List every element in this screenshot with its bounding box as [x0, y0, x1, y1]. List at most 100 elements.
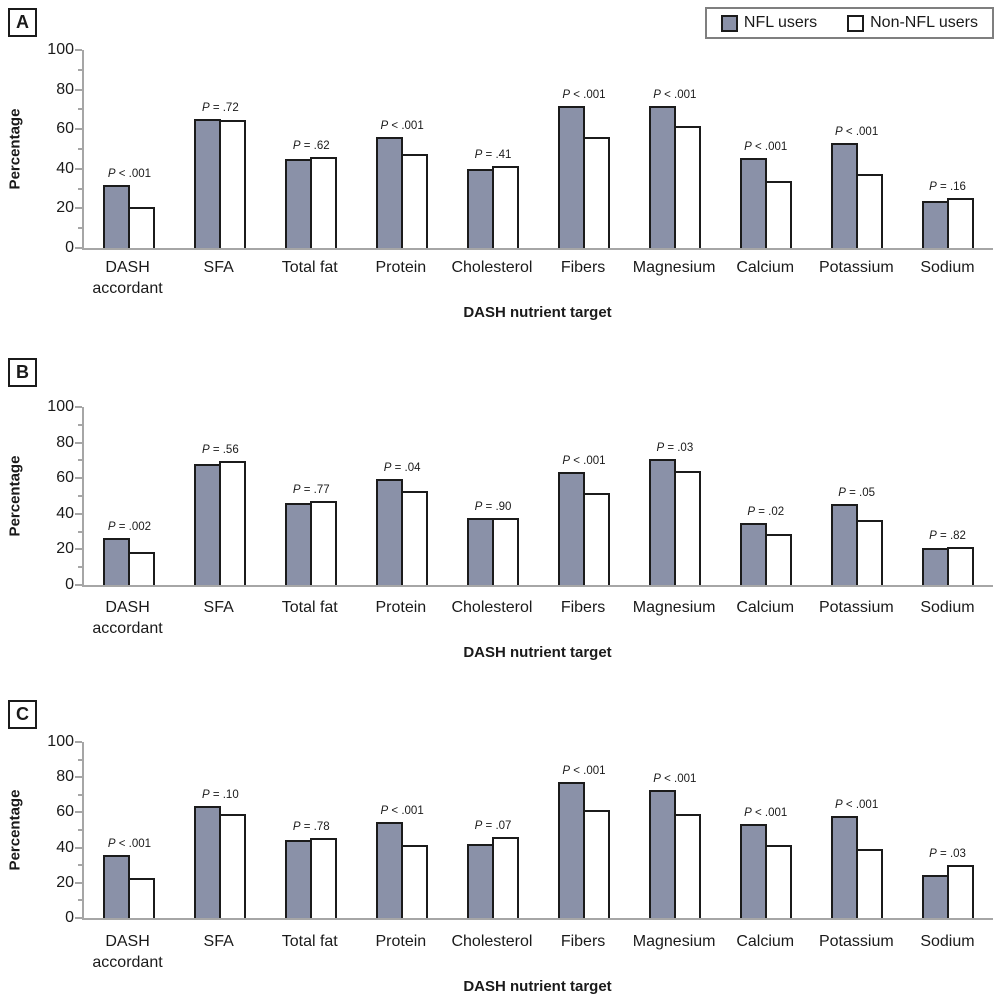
bar-non-nfl-users: [764, 534, 792, 585]
x-axis-title: DASH nutrient target: [463, 644, 612, 661]
x-tick-label: Calcium: [736, 599, 795, 616]
p-value-label: P = .02: [747, 505, 785, 518]
p-value-label: P < .001: [835, 126, 879, 139]
bar-group: P = .02: [720, 407, 811, 585]
y-tick-label: 60: [56, 469, 74, 487]
y-tick-label: 100: [47, 733, 74, 750]
bar-group: P = .07: [448, 742, 539, 918]
y-tick-label: 60: [56, 120, 74, 138]
x-tick-label: Protein: [375, 599, 427, 616]
y-tick-label: 80: [56, 433, 74, 451]
bar-group: P = .56: [175, 407, 266, 585]
bar-non-nfl-users: [219, 120, 247, 248]
bar-nfl-users: [103, 537, 131, 585]
p-value-label: P < .001: [653, 772, 697, 785]
bar-non-nfl-users: [946, 197, 974, 248]
p-value-label: P < .001: [744, 806, 788, 819]
panel-label-a: A: [8, 8, 37, 37]
bar-group: P = .90: [448, 407, 539, 585]
legend-item-non-nfl-users: Non-NFL users: [847, 14, 978, 32]
y-tick-minor: [78, 530, 82, 533]
y-tick-minor: [78, 495, 82, 497]
bar-nfl-users: [557, 781, 585, 918]
bar-nfl-users: [376, 137, 404, 248]
y-tick-minor: [78, 864, 82, 867]
bar-non-nfl-users: [946, 865, 974, 918]
y-tick-minor: [78, 148, 82, 150]
bar-nfl-users: [285, 839, 313, 918]
bar-group: P < .001: [357, 742, 448, 918]
bar-non-nfl-users: [310, 837, 338, 918]
bar-group: P = .05: [811, 407, 902, 585]
p-value-label: P < .001: [107, 837, 152, 850]
bar-group: P < .001: [720, 50, 811, 248]
bar-non-nfl-users: [219, 814, 247, 918]
x-tick-label: SFA: [203, 933, 234, 950]
x-tick-label: Cholesterol: [451, 599, 533, 616]
bar-nfl-users: [830, 143, 858, 248]
y-axis: 0 20 40 60 80 100: [34, 734, 74, 926]
y-tick-minor: [78, 459, 82, 462]
panel-label-b: B: [8, 358, 37, 387]
bar-nfl-users: [739, 522, 767, 585]
bar-non-nfl-users: [582, 137, 610, 248]
bar-nfl-users: [648, 458, 676, 585]
p-value-label: P < .001: [562, 764, 606, 777]
bar-non-nfl-users: [764, 180, 792, 248]
bar-group: P < .001: [811, 742, 902, 918]
y-tick-label: 40: [56, 838, 74, 856]
bar-group: P < .001: [539, 742, 630, 918]
legend-label-non-nfl-users: Non-NFL users: [870, 14, 978, 31]
x-axis-title: DASH nutrient target: [463, 978, 612, 995]
bar-nfl-users: [921, 874, 949, 918]
y-tick-label: 20: [56, 540, 74, 558]
bar-group: P = .03: [902, 742, 993, 918]
plot-area: 0 20 40 60 80 100 P < .001 P = .72 P = .62 P < .…: [47, 42, 993, 256]
bar-non-nfl-users: [492, 518, 520, 585]
bar-non-nfl-users: [855, 173, 883, 248]
bar-nfl-users: [467, 518, 495, 585]
y-tick-major: [75, 441, 82, 444]
bar-nfl-users: [557, 106, 585, 248]
bar-groups: P < .001 P = .10 P = .78 P < .001 P = .07 P <…: [84, 742, 993, 918]
y-tick-label: 0: [65, 909, 74, 926]
legend-label-nfl-users: NFL users: [743, 14, 818, 31]
x-tick-label: DASH accordant: [92, 259, 163, 297]
bar-group: P < .001: [629, 50, 720, 248]
x-tick-label: Cholesterol: [451, 933, 533, 950]
y-tick-label: 100: [47, 398, 74, 415]
bar-nfl-users: [921, 201, 949, 248]
bar-group: P < .001: [539, 50, 630, 248]
y-tick-minor: [78, 793, 82, 796]
nfl-users-swatch-icon: [720, 14, 738, 32]
legend: NFL users Non-NFL users: [704, 7, 994, 39]
bar-non-nfl-users: [492, 165, 520, 248]
y-tick-major: [75, 247, 82, 249]
panel-b: B Percentage 0 20 40 60 80 100 P = .002 P = .5…: [0, 348, 1000, 690]
bar-group: P = .002: [84, 407, 175, 585]
y-tick-label: 100: [47, 41, 74, 58]
bar-groups: P = .002 P = .56 P = .77 P = .04 P = .90 P < …: [84, 407, 993, 585]
bar-nfl-users: [648, 106, 676, 248]
y-tick-label: 60: [56, 803, 74, 821]
panel-a: A NFL users Non-NFL users Percentage 0 20…: [0, 0, 1000, 348]
y-tick-major: [75, 128, 82, 131]
p-value-label: P = .90: [474, 501, 512, 514]
y-tick-minor: [78, 829, 82, 831]
p-value-label: P = .07: [474, 820, 512, 833]
x-tick-label: Magnesium: [632, 259, 716, 276]
p-value-label: P = .56: [201, 444, 239, 457]
x-tick-label: Calcium: [736, 933, 795, 950]
x-axis-title: DASH nutrient target: [463, 304, 612, 321]
y-tick-minor: [78, 68, 82, 71]
bar-non-nfl-users: [855, 849, 883, 918]
bar-nfl-users: [103, 854, 131, 918]
y-tick-major: [75, 406, 82, 408]
y-tick-label: 20: [56, 873, 74, 891]
y-tick-label: 80: [56, 80, 74, 98]
x-tick-label: Magnesium: [632, 599, 716, 616]
bar-nfl-users: [467, 844, 495, 918]
panel-label-c: C: [8, 700, 37, 729]
legend-item-nfl-users: NFL users: [720, 14, 818, 32]
y-tick-minor: [78, 108, 82, 111]
